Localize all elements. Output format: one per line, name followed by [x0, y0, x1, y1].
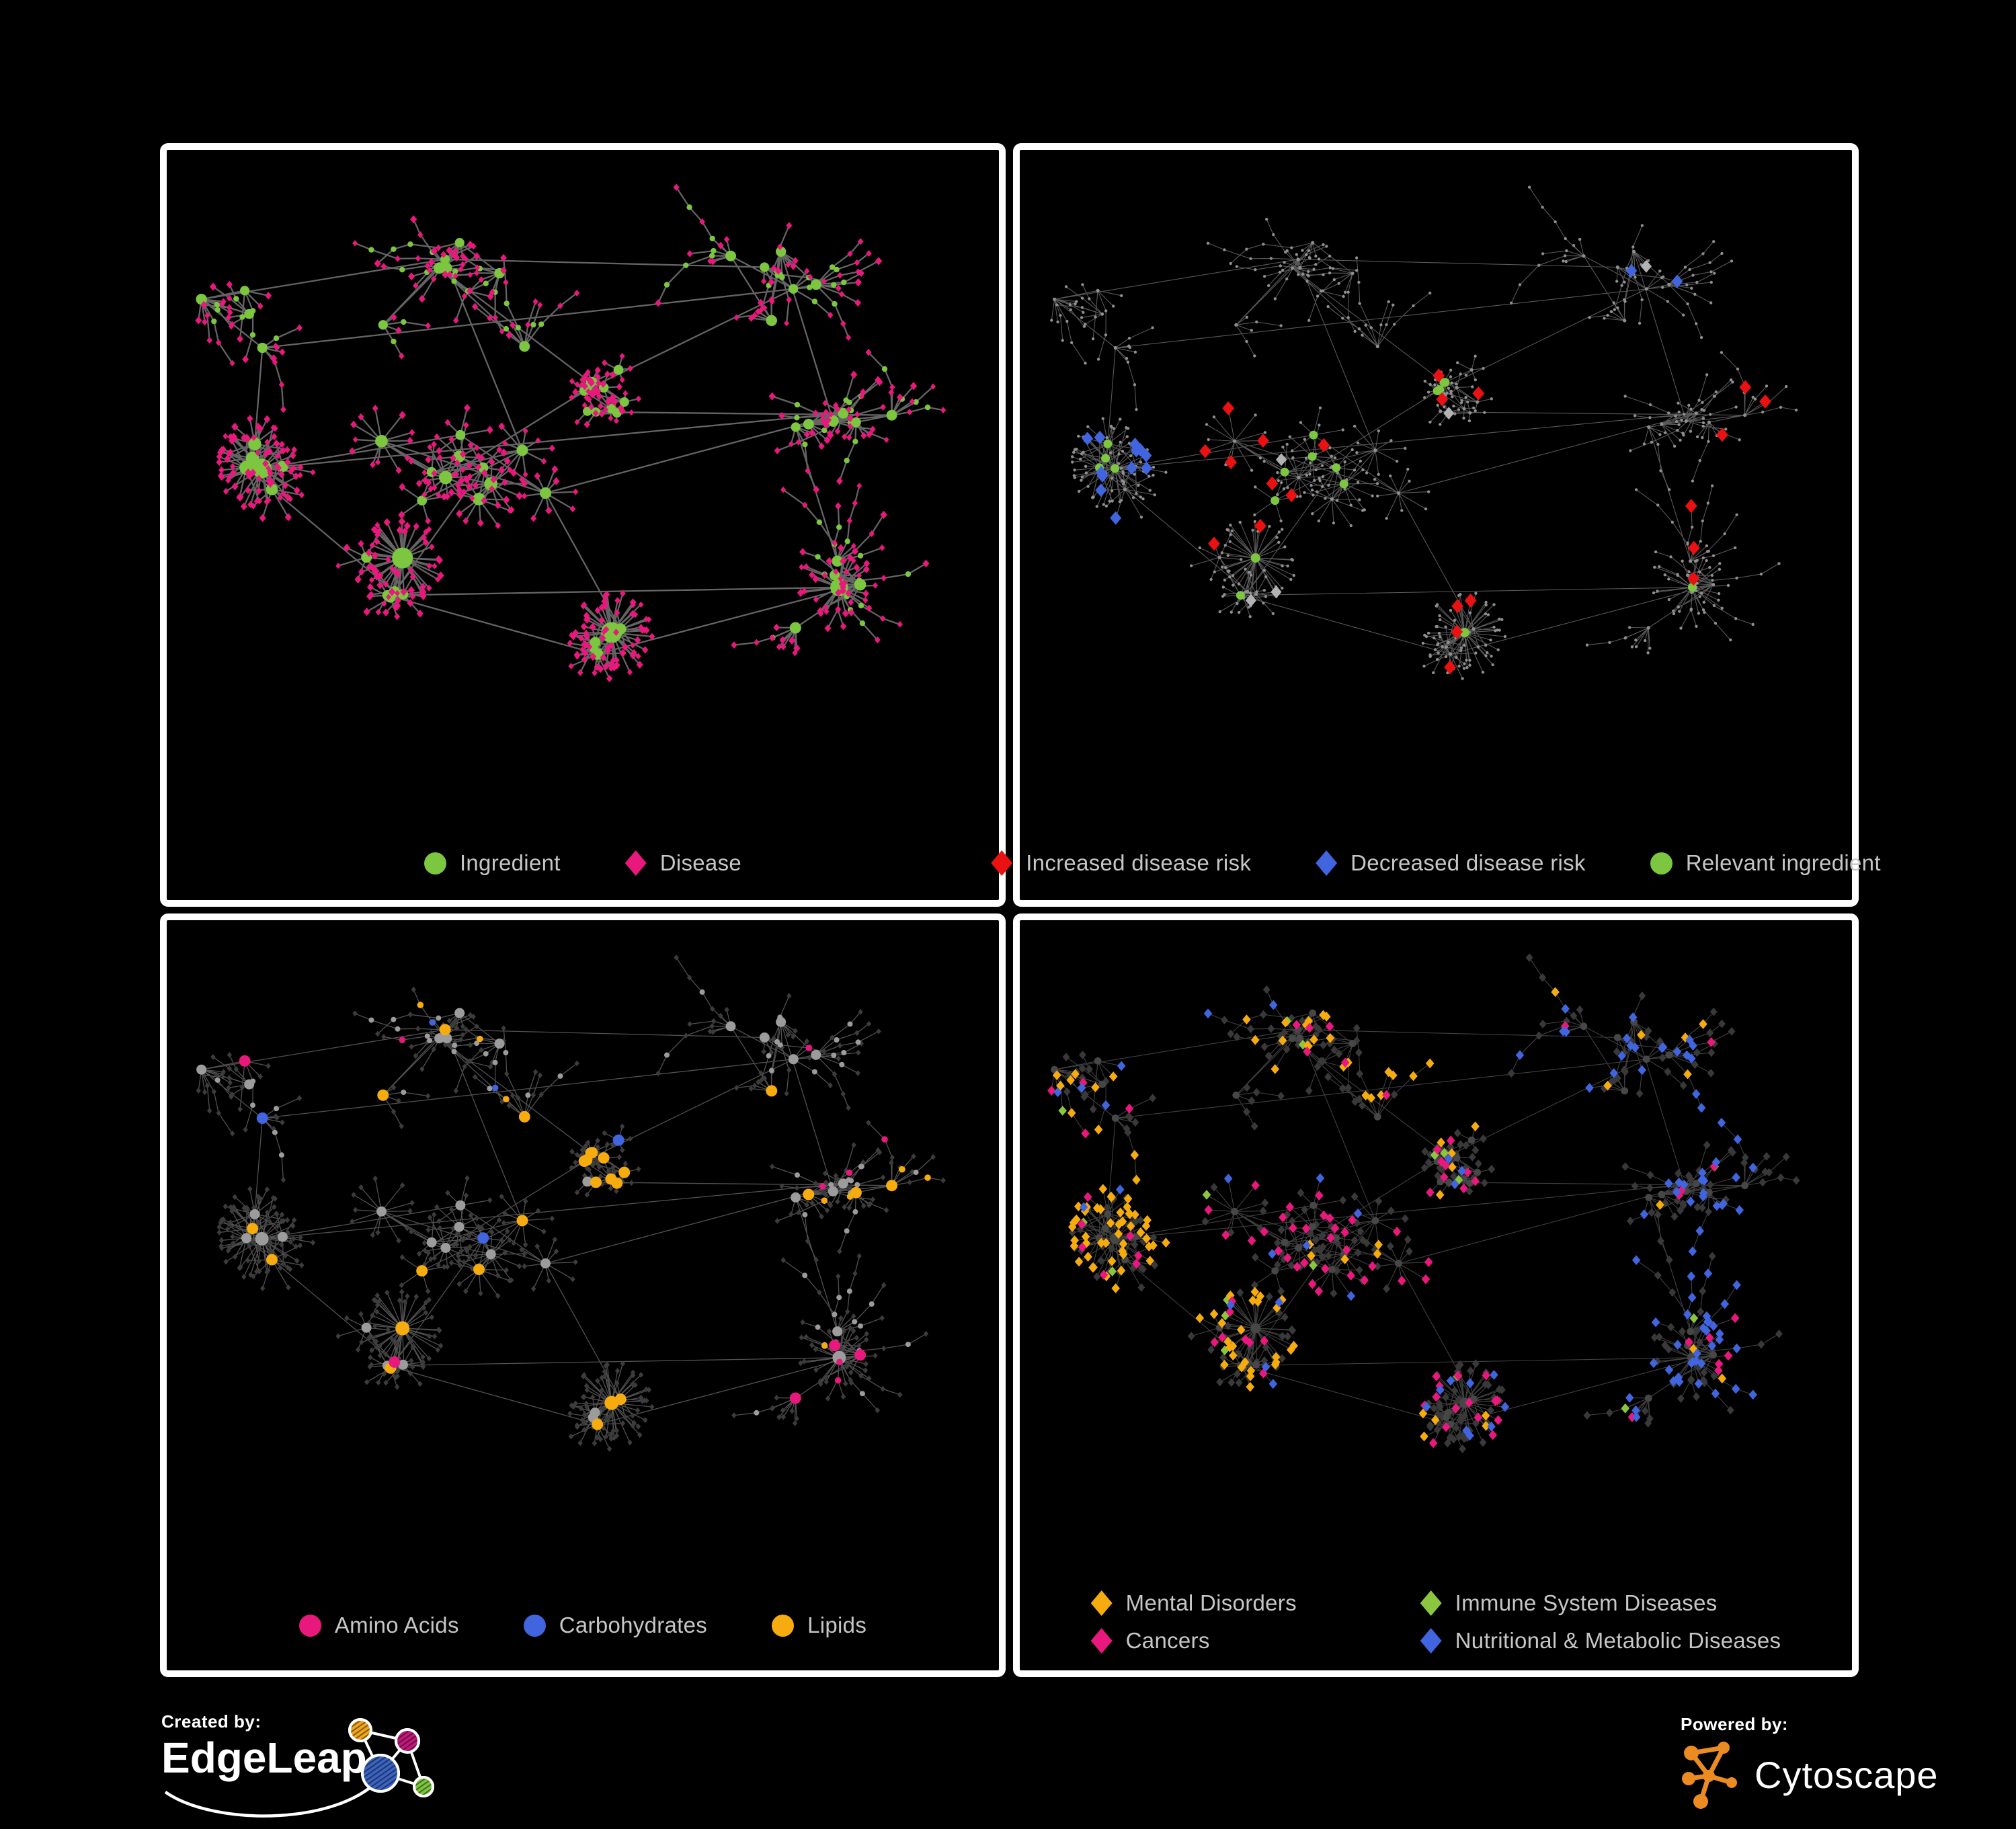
diamond-marker-icon	[991, 850, 1013, 876]
legend-label: Carbohydrates	[559, 1613, 708, 1637]
legend-label: Increased disease risk	[1026, 850, 1252, 875]
legend-item-immune-system-diseases: Immune System Diseases	[1420, 1590, 1781, 1616]
legend-item-increased-disease-risk: Increased disease risk	[991, 850, 1251, 876]
circle-marker-icon	[1650, 852, 1672, 875]
disease-classes-network-graph	[1047, 953, 1800, 1453]
legend-nutrient-classes: Amino Acids Carbohydrates Lipids	[167, 1613, 999, 1638]
edgeleap-swoosh	[164, 1773, 385, 1818]
legend-item-amino-acids: Amino Acids	[298, 1613, 459, 1638]
nutrient-classes-network-graph	[196, 954, 946, 1452]
diamond-marker-icon	[1420, 1628, 1442, 1654]
diamond-marker-icon	[1090, 1628, 1113, 1654]
cytoscape-credit: Powered by: Cytoscape	[1681, 1714, 2003, 1815]
cytoscape-logo-icon	[1682, 1742, 1737, 1809]
diamond-marker-icon	[1316, 850, 1338, 876]
legend-item-cancers: Cancers	[1090, 1628, 1380, 1654]
diamond-marker-icon	[624, 850, 647, 876]
legend-label: Nutritional & Metabolic Diseases	[1455, 1628, 1781, 1653]
edgeleap-wordmark: EdgeLeap	[161, 1734, 367, 1782]
legend-item-lipids: Lipids	[772, 1613, 866, 1638]
legend-label: Lipids	[807, 1613, 867, 1637]
legend-item-mental-disorders: Mental Disorders	[1090, 1590, 1380, 1616]
legend-item-nutritional-metabolic-diseases: Nutritional & Metabolic Diseases	[1420, 1628, 1781, 1654]
ingredient-disease-network-graph	[195, 184, 946, 682]
legend-label: Cancers	[1125, 1628, 1210, 1653]
legend-ingredient-disease: Ingredient Disease	[167, 850, 999, 876]
legend-item-carbohydrates: Carbohydrates	[523, 1613, 708, 1638]
legend-item-disease: Disease	[624, 850, 742, 876]
disease-risk-network-graph	[1050, 186, 1798, 680]
circle-marker-icon	[298, 1614, 321, 1637]
panel-ingredient-disease: Ingredient Disease	[160, 143, 1006, 907]
legend-item-decreased-disease-risk: Decreased disease risk	[1316, 850, 1586, 876]
legend-disease-risk: Increased disease risk Decreased disease …	[991, 850, 1880, 876]
edgeleap-credit: Created by: EdgeLeap	[161, 1711, 457, 1826]
powered-by-label: Powered by:	[1681, 1714, 1789, 1734]
legend-item-relevant-ingredient: Relevant ingredient	[1650, 850, 1881, 876]
edgeleap-logo-icon	[164, 1718, 434, 1818]
legend-label: Disease	[659, 850, 742, 875]
panel-disease-classes: Mental Disorders Immune System Diseases Ca…	[1013, 913, 1859, 1677]
legend-label: Ingredient	[459, 850, 561, 875]
circle-marker-icon	[424, 852, 446, 875]
panel-nutrient-classes: Amino Acids Carbohydrates Lipids	[160, 913, 1006, 1677]
legend-label: Immune System Diseases	[1455, 1590, 1718, 1615]
legend-label: Decreased disease risk	[1350, 850, 1586, 875]
diamond-marker-icon	[1420, 1590, 1442, 1616]
created-by-label: Created by:	[161, 1711, 261, 1732]
legend-disease-classes: Mental Disorders Immune System Diseases Ca…	[1020, 1590, 1852, 1654]
legend-label: Relevant ingredient	[1685, 850, 1881, 875]
diamond-marker-icon	[1090, 1590, 1113, 1616]
cytoscape-wordmark: Cytoscape	[1755, 1753, 1939, 1796]
circle-marker-icon	[523, 1614, 546, 1637]
legend-item-ingredient: Ingredient	[424, 850, 561, 876]
circle-marker-icon	[772, 1614, 795, 1637]
legend-label: Amino Acids	[334, 1613, 459, 1637]
panel-disease-risk: Increased disease risk Decreased disease …	[991, 143, 1880, 907]
legend-label: Mental Disorders	[1125, 1590, 1297, 1615]
